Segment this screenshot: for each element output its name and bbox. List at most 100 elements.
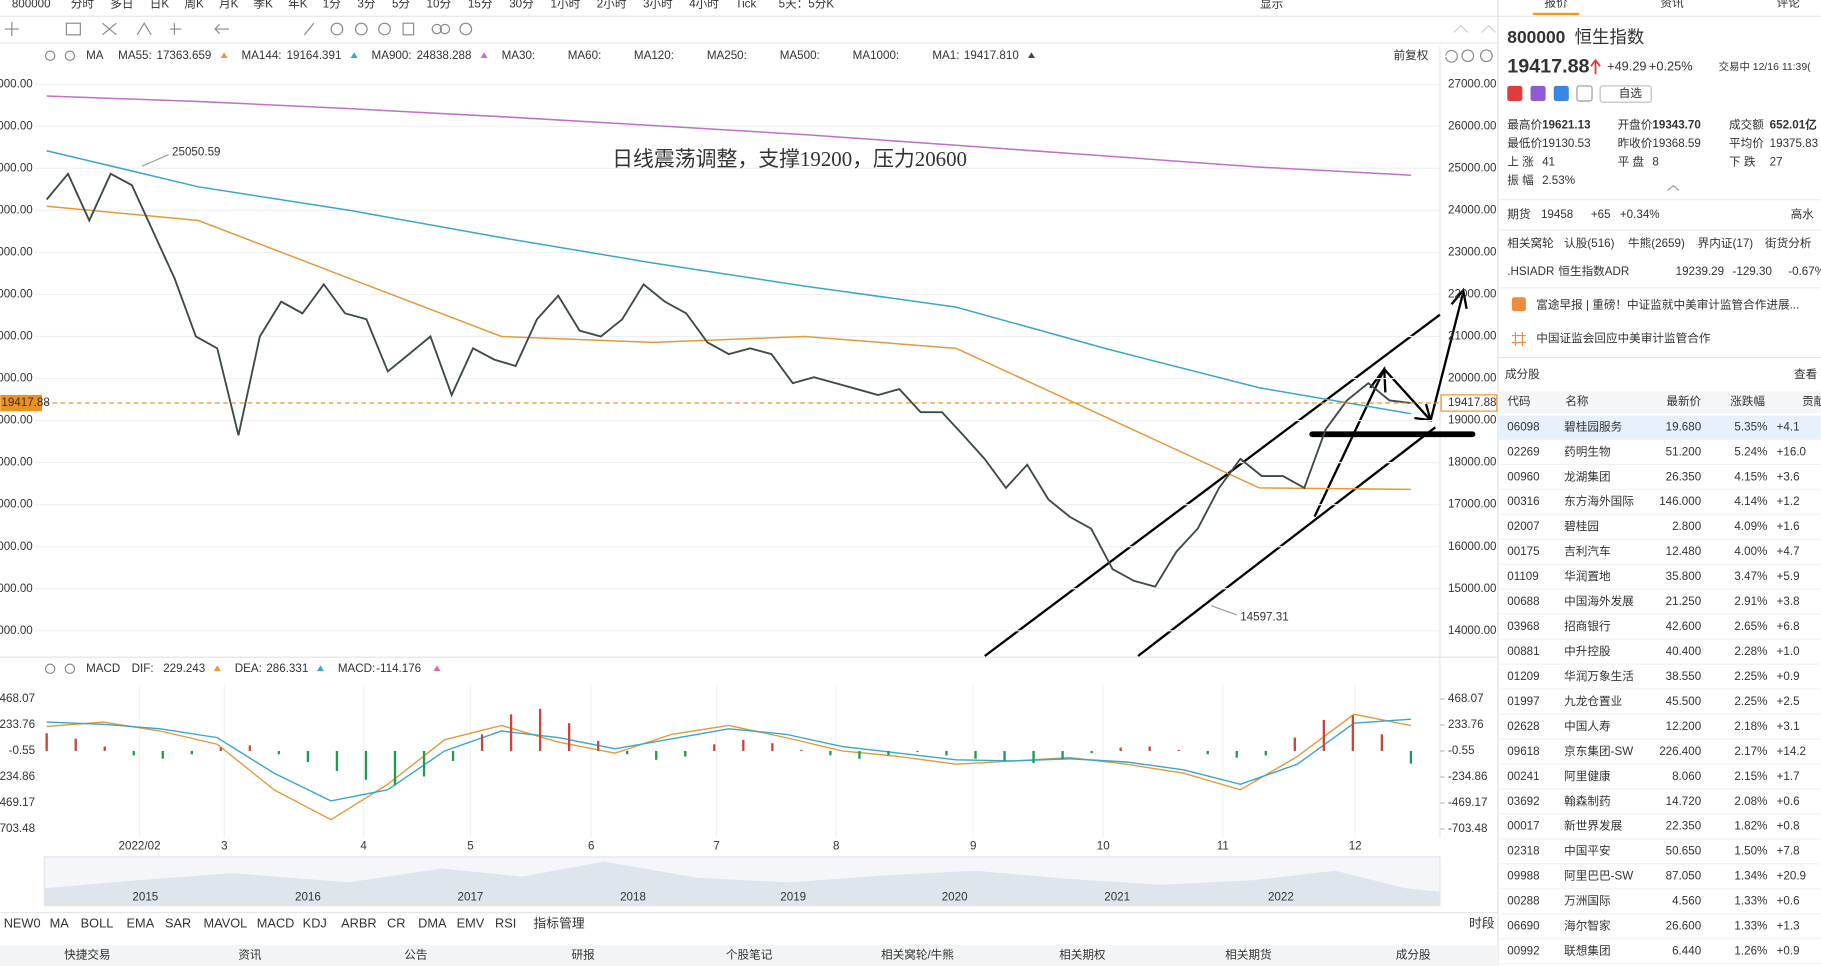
indicator-tab[interactable]: MACD [257,916,295,931]
indicator-tab[interactable]: BOLL [81,916,114,931]
indicator-tab[interactable]: ARBR [341,916,376,931]
reset-icon[interactable] [1445,49,1458,63]
crosshair-icon[interactable] [4,22,19,36]
news-item[interactable]: 富途早报 | 重磅！中证监就中美审计监管合作进展... [1536,297,1799,311]
warrant-link[interactable]: 界内证(17) [1698,236,1754,250]
news-item[interactable]: 中国证监会回应中美审计监管合作 [1536,331,1711,345]
zoom-icon[interactable] [1461,49,1475,63]
cell-name[interactable]: 碧桂园 [1564,519,1599,533]
tool-icon[interactable] [214,23,229,35]
period-tab[interactable]: 季K [254,0,274,11]
indicator-tab[interactable]: SAR [165,916,191,931]
footer-tab[interactable]: 相关期货 [1225,948,1271,962]
period-tab[interactable]: 5分 [392,0,410,11]
period-tab[interactable]: 10分 [427,0,452,11]
session-tab[interactable]: 时段 [1469,916,1495,931]
cell-name[interactable]: 翰森制药 [1564,794,1610,808]
more-link[interactable]: 查看 [1794,367,1817,381]
cell-name[interactable]: 碧桂园服务 [1564,419,1622,433]
tool-icon[interactable] [330,22,344,36]
period-tab[interactable]: 1分 [323,0,341,11]
icon[interactable] [1576,85,1593,102]
tool-icon[interactable] [102,22,117,36]
close-icon[interactable] [64,50,76,61]
cell-name[interactable]: 中国平安 [1564,844,1610,858]
indicator-tab[interactable]: DMA [418,916,447,931]
collapse-icon[interactable] [1667,185,1680,191]
settings-icon[interactable] [44,50,56,61]
tool-icon[interactable] [303,22,315,36]
period-tab[interactable]: 1小时 [551,0,581,11]
cell-name[interactable]: 吉利汽车 [1564,544,1610,558]
footer-tab[interactable]: 相关期权 [1059,948,1106,962]
indicator-tab[interactable]: EMA [127,916,155,931]
period-tab[interactable]: 分时 [71,0,95,11]
period-tab[interactable]: 30分 [509,0,534,11]
indicator-manage[interactable]: 指标管理 [534,916,585,931]
cell-name[interactable]: 药明生物 [1564,444,1611,458]
footer-tab[interactable]: 快捷交易 [64,948,110,962]
watch-button[interactable] [1599,85,1652,103]
cell-name[interactable]: 中国海外发展 [1564,594,1634,608]
period-tab[interactable]: 3分 [357,0,375,11]
zoom-icon[interactable] [1479,49,1493,63]
tool-icon[interactable] [431,23,443,35]
cell-name[interactable]: 九龙仓置业 [1564,694,1622,708]
period-tab[interactable]: 周K [184,0,204,11]
adjust-mode[interactable]: 前复权 [1394,48,1429,62]
indicator-tab[interactable]: KDJ [303,916,327,931]
cell-name[interactable]: 东方海外国际 [1564,494,1634,508]
warrant-link[interactable]: 牛熊(2659) [1628,236,1685,250]
period-tab[interactable]: 15分 [468,0,493,11]
footer-tab[interactable]: 研报 [571,948,595,962]
cell-name[interactable]: 联想集团 [1564,944,1610,958]
cell-name[interactable]: 中国人寿 [1564,719,1610,733]
close-icon[interactable] [64,663,76,674]
tool-icon[interactable] [459,22,473,36]
footer-tab[interactable]: 公告 [404,949,427,962]
indicator-tab[interactable]: MA [50,916,70,931]
tool-icon[interactable] [136,22,152,36]
period-tab[interactable]: 日K [150,0,170,11]
tool-icon[interactable] [354,22,368,36]
indicator-tab[interactable]: NEW0 [4,916,41,931]
cell-name[interactable]: 招商银行 [1564,619,1611,633]
panel-tab[interactable]: 报价 [1544,0,1568,10]
period-tab[interactable]: Tick [735,0,756,11]
period-tab[interactable]: 月K [219,0,239,11]
cell-name[interactable]: 龙湖集团 [1564,469,1610,483]
cell-name[interactable]: 中升控股 [1564,644,1611,658]
warrant-link[interactable]: 街货分析 [1765,236,1812,250]
footer-tab[interactable]: 成分股 [1396,949,1431,962]
cell-name[interactable]: 新世界发展 [1564,819,1622,833]
cell-name[interactable]: 万洲国际 [1564,895,1611,908]
watch-label[interactable]: 自选 [1619,87,1643,100]
footer-tab[interactable]: 相关窝轮/牛熊 [881,948,954,962]
cell-name[interactable]: 京东集团-SW [1564,744,1633,758]
period-tab[interactable]: 多日 [110,0,133,11]
settings-icon[interactable] [44,663,56,674]
warrant-link[interactable]: 认股(516) [1564,237,1614,250]
footer-tab[interactable]: 资讯 [238,949,262,962]
cell-name[interactable]: 阿里巴巴-SW [1564,870,1633,883]
display-menu[interactable]: 显示 [1260,0,1283,11]
period-tab[interactable]: 5天：5分K [779,0,835,11]
undo-icon[interactable] [1453,24,1497,33]
tool-icon[interactable] [402,22,415,36]
period-tab[interactable]: 3小时 [643,0,673,11]
cell-name[interactable]: 阿里健康 [1564,769,1611,783]
panel-tab[interactable]: 资讯 [1661,0,1685,10]
indicator-tab[interactable]: CR [387,916,405,931]
cell-name[interactable]: 华润万象生活 [1564,669,1634,683]
footer-tab[interactable]: 个股笔记 [726,948,773,962]
indicator-tab[interactable]: EMV [457,916,485,931]
tool-icon[interactable] [439,23,451,35]
period-tab[interactable]: 年K [288,0,308,11]
tool-icon[interactable] [378,22,391,36]
period-tab[interactable]: 4小时 [689,0,719,11]
panel-tab[interactable]: 评论 [1777,0,1801,10]
tool-icon[interactable] [169,23,182,35]
indicator-tab[interactable]: RSI [495,916,516,931]
indicator-tab[interactable]: MAVOL [204,916,248,931]
tool-icon[interactable] [65,22,81,36]
